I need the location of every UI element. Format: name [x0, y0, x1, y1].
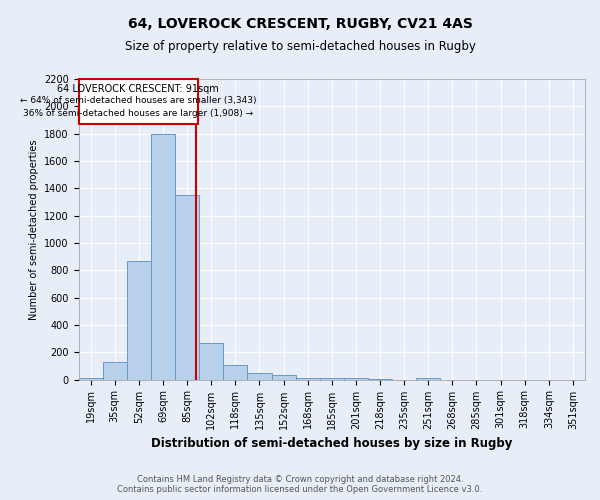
Y-axis label: Number of semi-detached properties: Number of semi-detached properties: [29, 139, 38, 320]
Text: Size of property relative to semi-detached houses in Rugby: Size of property relative to semi-detach…: [125, 40, 475, 53]
Text: 64 LOVEROCK CRESCENT: 91sqm: 64 LOVEROCK CRESCENT: 91sqm: [57, 84, 219, 94]
Bar: [272, 376, 296, 380]
Bar: [79, 79, 197, 124]
Bar: [320, 378, 344, 380]
Bar: [79, 378, 103, 380]
Text: ← 64% of semi-detached houses are smaller (3,343): ← 64% of semi-detached houses are smalle…: [20, 96, 256, 106]
Bar: [368, 379, 392, 380]
X-axis label: Distribution of semi-detached houses by size in Rugby: Distribution of semi-detached houses by …: [151, 437, 512, 450]
Bar: [103, 362, 127, 380]
Text: Contains public sector information licensed under the Open Government Licence v3: Contains public sector information licen…: [118, 485, 482, 494]
Bar: [296, 378, 320, 380]
Bar: [416, 378, 440, 380]
Text: Contains HM Land Registry data © Crown copyright and database right 2024.: Contains HM Land Registry data © Crown c…: [137, 475, 463, 484]
Text: 36% of semi-detached houses are larger (1,908) →: 36% of semi-detached houses are larger (…: [23, 108, 253, 118]
Bar: [199, 342, 223, 380]
Bar: [127, 260, 151, 380]
Bar: [175, 195, 199, 380]
Text: 64, LOVEROCK CRESCENT, RUGBY, CV21 4AS: 64, LOVEROCK CRESCENT, RUGBY, CV21 4AS: [128, 18, 472, 32]
Bar: [151, 134, 175, 380]
Bar: [247, 372, 272, 380]
Bar: [223, 365, 247, 380]
Bar: [344, 378, 368, 380]
